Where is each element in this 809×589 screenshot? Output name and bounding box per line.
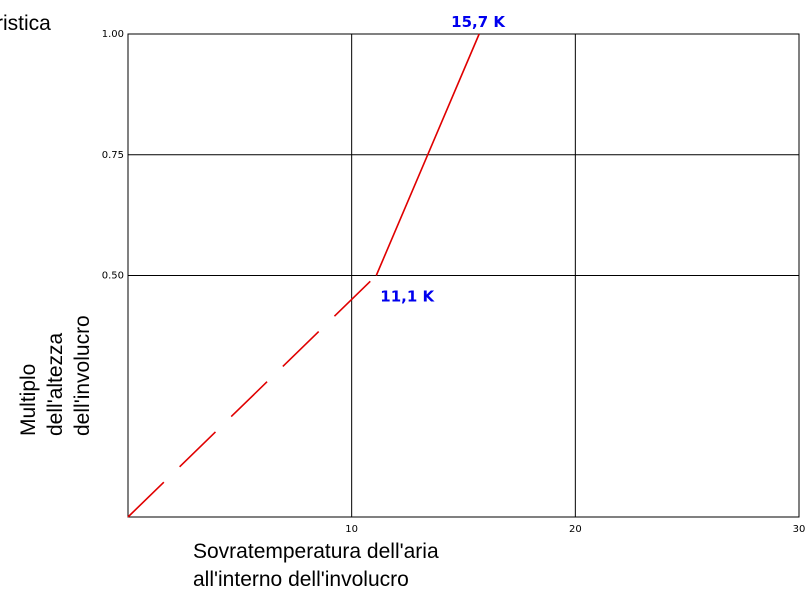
y-axis-title-line-3: dell'involucro — [71, 315, 94, 436]
plot-area-border — [127, 33, 800, 518]
series-line-solid — [375, 33, 480, 276]
x-axis-title: Sovratemperatura dell'aria all'interno d… — [193, 540, 444, 589]
x-axis-title-line-1: Sovratemperatura dell'aria — [193, 540, 439, 563]
y-axis-title-line-1: Multiplo — [17, 364, 40, 436]
annotation-label-0: 11,1 K — [380, 288, 435, 306]
grid-lines — [128, 34, 799, 517]
annotation-background — [444, 9, 505, 33]
chart-title: ristica — [0, 12, 51, 35]
tick-labels: 10 20 30 0.50 0.75 1.00 — [102, 29, 806, 535]
y-tick-label-0: 0.50 — [102, 271, 124, 282]
x-tick-label-1: 20 — [569, 524, 582, 535]
annotations: 11,1 K 15,7 K — [380, 9, 506, 306]
y-axis-title: Multiplo dell'altezza dell'involucro — [17, 315, 94, 436]
series-line-dashed — [127, 274, 377, 518]
y-axis-title-line-2: dell'altezza — [44, 332, 67, 436]
x-tick-label-0: 10 — [345, 524, 358, 535]
x-tick-label-2: 30 — [793, 524, 806, 535]
series-group — [127, 33, 480, 518]
y-tick-label-1: 0.75 — [102, 150, 124, 161]
x-axis-title-line-2: all'interno dell'involucro — [193, 568, 409, 589]
y-tick-label-2: 1.00 — [102, 29, 124, 40]
annotation-label-1: 15,7 K — [451, 13, 506, 31]
